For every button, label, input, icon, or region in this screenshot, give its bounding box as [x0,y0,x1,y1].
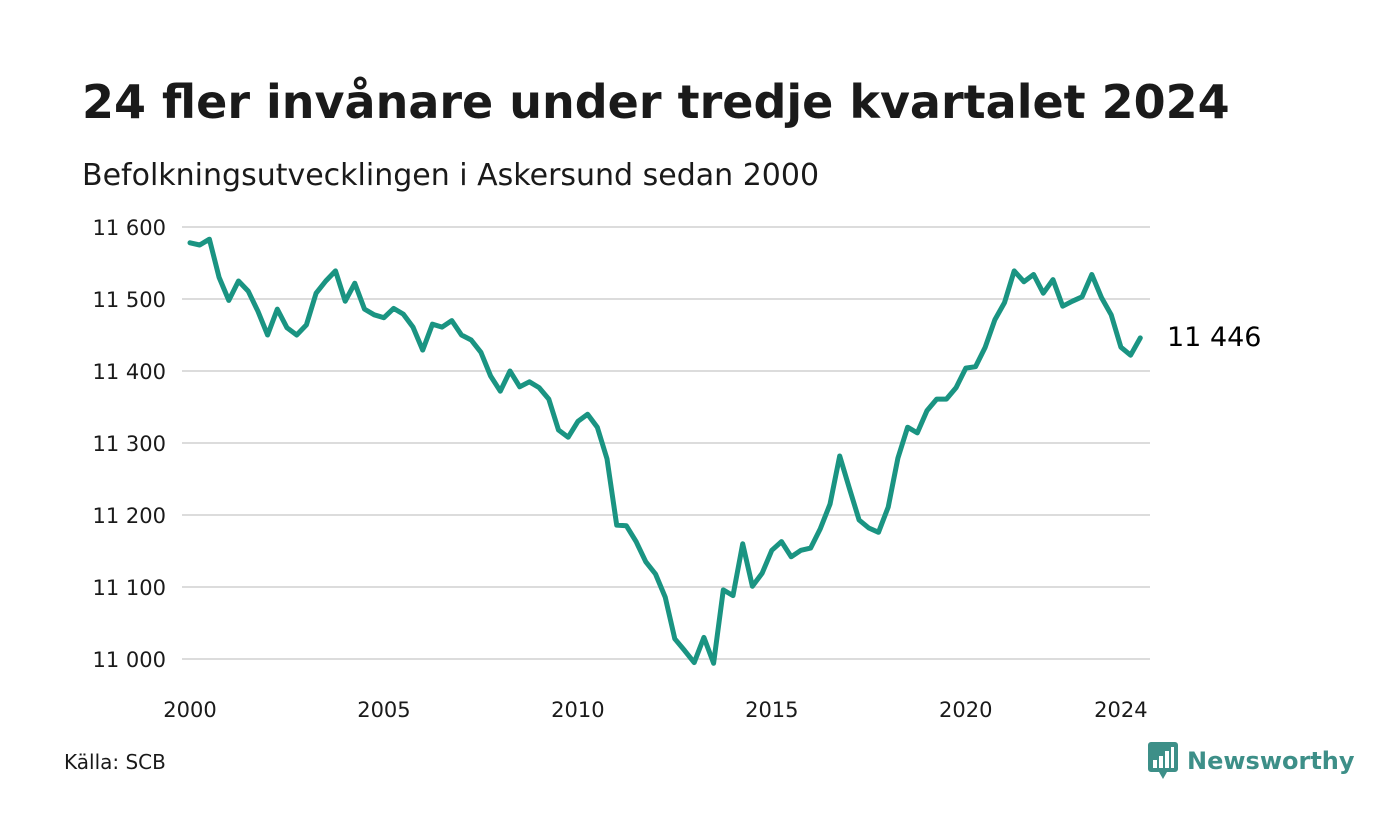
chart-subtitle: Befolkningsutvecklingen i Askersund seda… [82,158,820,193]
x-tick-label: 2000 [163,698,216,722]
y-tick-label: 11 600 [93,216,166,240]
end-value-label: 11 446 [1167,322,1261,353]
x-tick-label: 2015 [745,698,798,722]
brand-logo: Newsworthy [1148,742,1355,780]
y-tick-label: 11 500 [93,288,166,312]
x-tick-label: 2005 [357,698,410,722]
y-tick-label: 11 000 [93,648,166,672]
x-tick-label: 2010 [551,698,604,722]
y-tick-label: 11 300 [93,432,166,456]
y-tick-label: 11 400 [93,360,166,384]
newsworthy-logo-icon [1148,742,1178,779]
chart-title: 24 fler invånare under tredje kvartalet … [82,75,1230,129]
x-tick-label: 2020 [939,698,992,722]
brand-name: Newsworthy [1187,747,1355,775]
source-note: Källa: SCB [64,750,166,774]
x-axis-tick-labels: 2000 2005 2010 2015 2020 2024 [163,698,1147,722]
line-chart: 11 000 11 100 11 200 11 300 11 400 11 500 11 6… [93,216,1262,722]
y-tick-label: 11 100 [93,576,166,600]
y-axis-tick-labels: 11 000 11 100 11 200 11 300 11 400 11 500 11 6… [93,216,166,672]
series-line [187,236,1143,666]
x-tick-label: 2024 [1094,698,1147,722]
y-tick-label: 11 200 [93,504,166,528]
